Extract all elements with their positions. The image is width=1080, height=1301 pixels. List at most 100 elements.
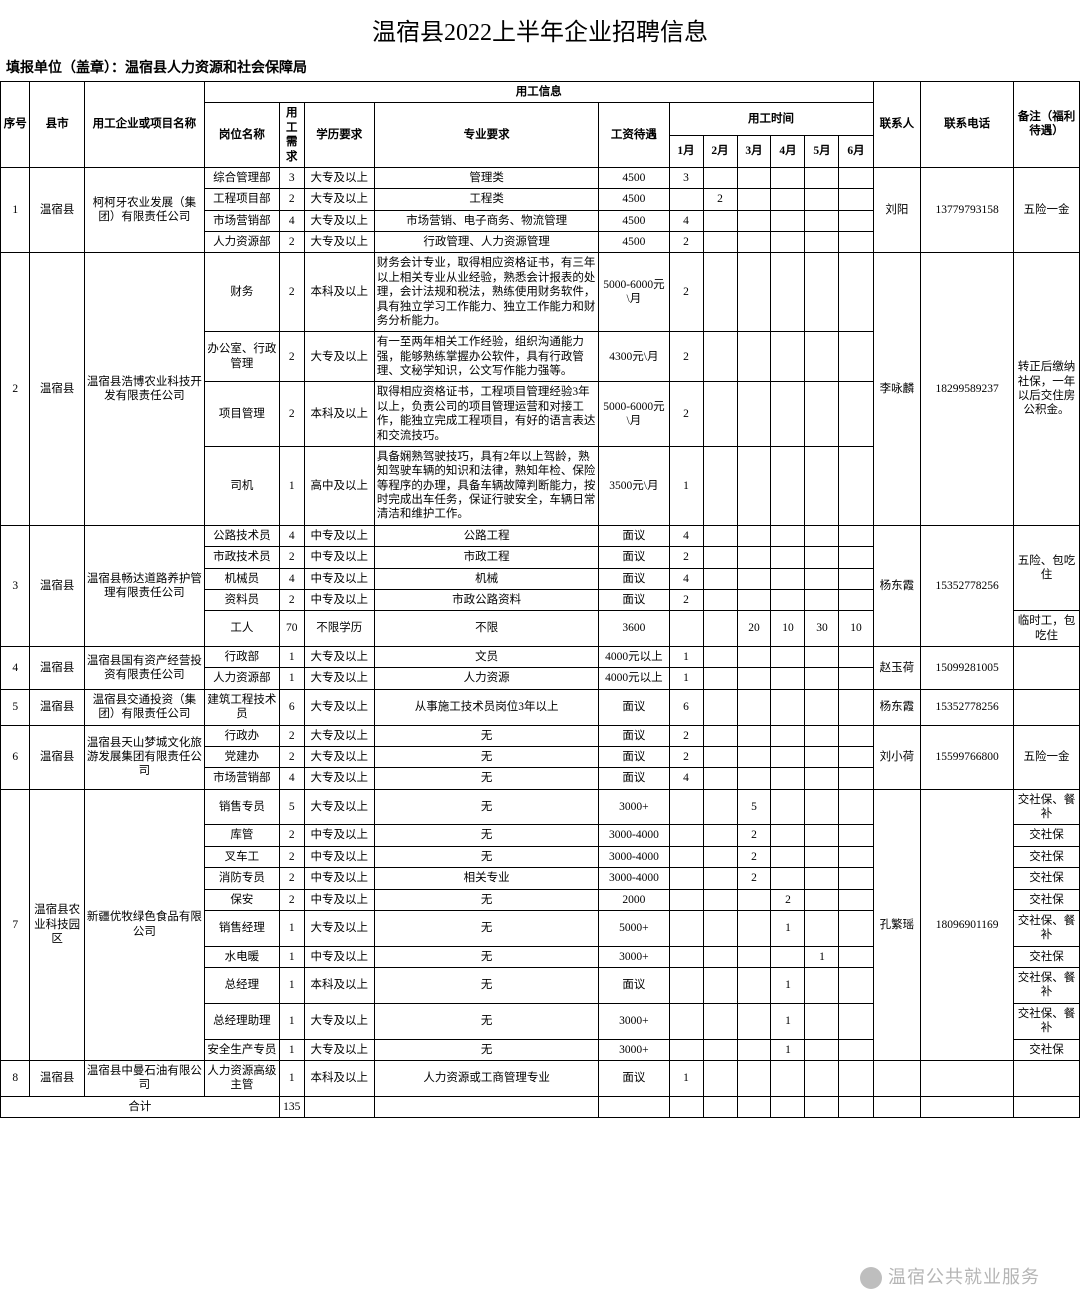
cell-month <box>737 525 771 546</box>
cell-month <box>839 589 873 610</box>
cell-month <box>805 1003 839 1039</box>
th-company: 用工企业或项目名称 <box>84 82 204 168</box>
cell-month <box>737 189 771 210</box>
cell-post: 市场营销部 <box>204 210 279 231</box>
cell-month <box>805 232 839 253</box>
th-month: 1月 <box>669 135 703 167</box>
cell-month: 1 <box>669 446 703 525</box>
cell-edu: 本科及以上 <box>304 382 374 447</box>
cell-total-need: 135 <box>279 1096 304 1117</box>
cell-month <box>839 525 873 546</box>
cell-tel: 18096901169 <box>921 789 1014 1060</box>
table-row: 8温宿县温宿县中曼石油有限公司人力资源高级主管1本科及以上人力资源或工商管理专业… <box>1 1060 1080 1096</box>
cell-edu: 中专及以上 <box>304 889 374 910</box>
cell-month <box>771 253 805 332</box>
th-month: 4月 <box>771 135 805 167</box>
cell-spec: 不限 <box>374 611 598 647</box>
cell-month: 1 <box>669 647 703 668</box>
cell-month: 20 <box>737 611 771 647</box>
cell-month <box>703 647 737 668</box>
cell-post: 公路技术员 <box>204 525 279 546</box>
cell-post: 办公室、行政管理 <box>204 332 279 382</box>
cell-no: 3 <box>1 525 30 646</box>
cell-post: 销售经理 <box>204 910 279 946</box>
cell-need: 2 <box>279 382 304 447</box>
cell-month <box>669 868 703 889</box>
cell-note: 交社保 <box>1014 1039 1080 1060</box>
cell-total-empty <box>669 1096 703 1117</box>
cell-post: 人力资源部 <box>204 232 279 253</box>
th-spec: 专业要求 <box>374 103 598 168</box>
cell-salary: 面议 <box>599 568 669 589</box>
cell-edu: 大专及以上 <box>304 167 374 188</box>
cell-need: 2 <box>279 253 304 332</box>
cell-note: 交社保 <box>1014 825 1080 846</box>
cell-month <box>669 189 703 210</box>
cell-total-empty <box>1014 1096 1080 1117</box>
cell-salary: 4000元以上 <box>599 668 669 689</box>
cell-month <box>839 768 873 789</box>
cell-total-empty <box>839 1096 873 1117</box>
cell-spec: 财务会计专业，取得相应资格证书，有三年以上相关专业从业经验，熟悉会计报表的处理，… <box>374 253 598 332</box>
cell-edu: 大专及以上 <box>304 232 374 253</box>
cell-need: 2 <box>279 825 304 846</box>
cell-need: 3 <box>279 167 304 188</box>
cell-month <box>839 568 873 589</box>
cell-need: 2 <box>279 846 304 867</box>
cell-need: 2 <box>279 725 304 746</box>
cell-month <box>703 382 737 447</box>
cell-month <box>805 167 839 188</box>
cell-month <box>805 647 839 668</box>
cell-month <box>669 825 703 846</box>
cell-salary: 3000+ <box>599 1039 669 1060</box>
cell-no: 8 <box>1 1060 30 1096</box>
cell-spec: 无 <box>374 910 598 946</box>
cell-edu: 大专及以上 <box>304 689 374 725</box>
cell-post: 建筑工程技术员 <box>204 689 279 725</box>
cell-month: 2 <box>737 868 771 889</box>
cell-city: 温宿县农业科技园区 <box>30 789 84 1060</box>
cell-month: 4 <box>669 768 703 789</box>
cell-need: 1 <box>279 647 304 668</box>
cell-city: 温宿县 <box>30 253 84 525</box>
cell-month: 4 <box>669 525 703 546</box>
recruitment-table: 序号 县市 用工企业或项目名称 用工信息 联系人 联系电话 备注（福利待遇） 岗… <box>0 81 1080 1118</box>
cell-spec: 无 <box>374 789 598 825</box>
cell-city: 温宿县 <box>30 167 84 253</box>
cell-month: 2 <box>669 746 703 767</box>
cell-spec: 无 <box>374 846 598 867</box>
cell-company: 温宿县国有资产经营投资有限责任公司 <box>84 647 204 690</box>
th-timegroup: 用工时间 <box>669 103 873 135</box>
cell-month <box>805 446 839 525</box>
cell-salary: 4500 <box>599 210 669 231</box>
table-row: 3温宿县温宿县畅达道路养护管理有限责任公司公路技术员4中专及以上公路工程面议4杨… <box>1 525 1080 546</box>
cell-month <box>839 210 873 231</box>
cell-need: 2 <box>279 232 304 253</box>
cell-month <box>703 589 737 610</box>
cell-note <box>1014 1060 1080 1096</box>
cell-salary: 面议 <box>599 768 669 789</box>
cell-tel: 15352778256 <box>921 525 1014 646</box>
cell-no: 6 <box>1 725 30 789</box>
cell-no: 5 <box>1 689 30 725</box>
cell-edu: 中专及以上 <box>304 568 374 589</box>
cell-month <box>703 668 737 689</box>
cell-total-empty <box>805 1096 839 1117</box>
cell-need: 6 <box>279 689 304 725</box>
cell-month: 1 <box>771 1039 805 1060</box>
cell-contact: 刘小荷 <box>873 725 921 789</box>
wechat-icon <box>860 1267 882 1289</box>
table-row: 6温宿县温宿县天山梦城文化旅游发展集团有限责任公司行政办2大专及以上无面议2刘小… <box>1 725 1080 746</box>
cell-need: 2 <box>279 332 304 382</box>
cell-month: 2 <box>669 725 703 746</box>
cell-month <box>805 746 839 767</box>
cell-tel: 15099281005 <box>921 647 1014 690</box>
cell-spec: 无 <box>374 825 598 846</box>
cell-spec: 文员 <box>374 647 598 668</box>
cell-salary: 3000+ <box>599 789 669 825</box>
cell-no: 7 <box>1 789 30 1060</box>
cell-need: 4 <box>279 568 304 589</box>
report-unit: 填报单位（盖章）：温宿县人力资源和社会保障局 <box>0 53 1080 81</box>
table-body: 1温宿县柯柯牙农业发展（集团）有限责任公司综合管理部3大专及以上管理类45003… <box>1 167 1080 1117</box>
th-month: 2月 <box>703 135 737 167</box>
